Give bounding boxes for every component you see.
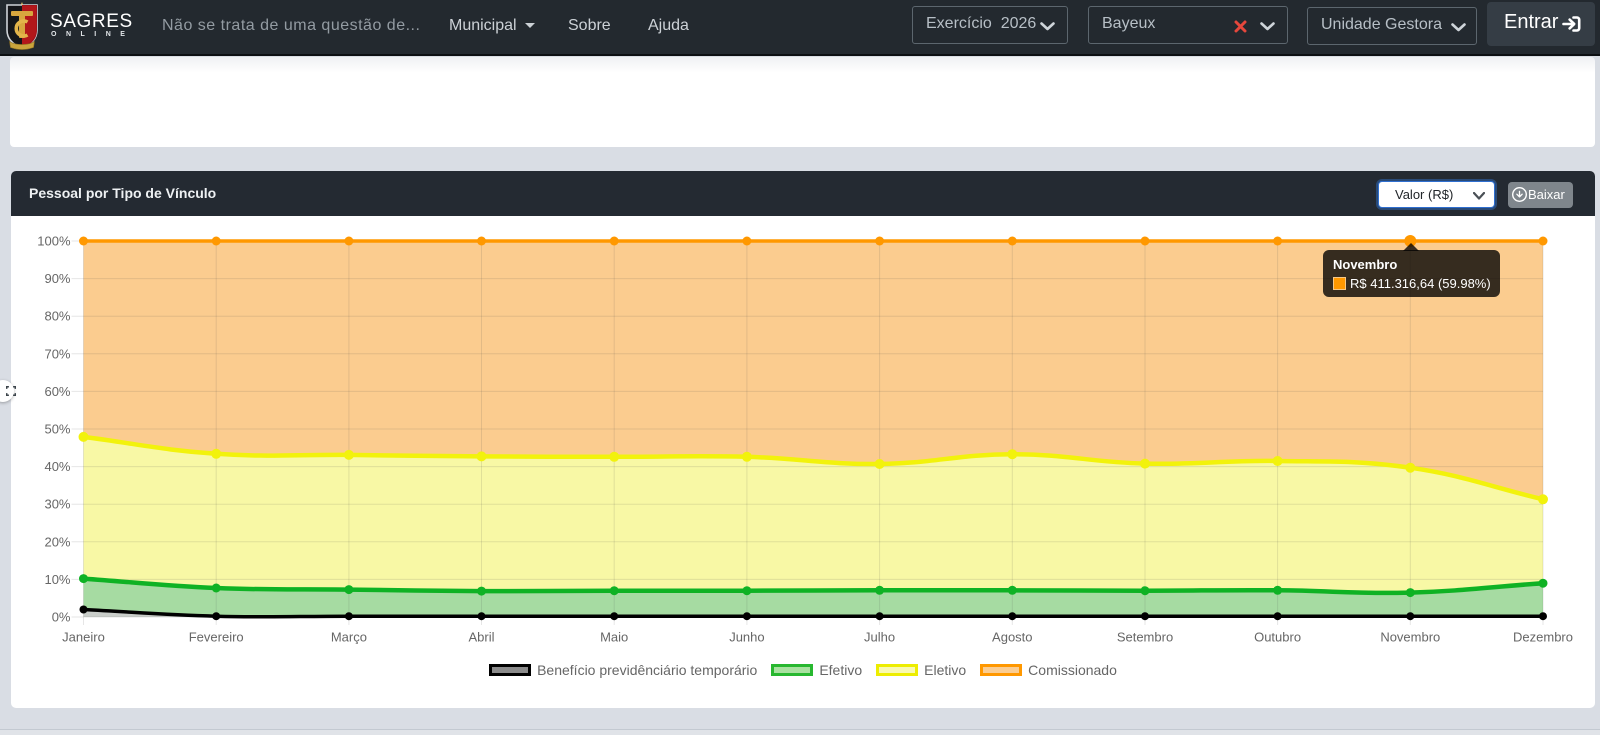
svg-text:20%: 20%	[44, 534, 70, 549]
svg-text:50%: 50%	[44, 422, 70, 437]
svg-text:90%: 90%	[44, 271, 70, 286]
svg-text:Janeiro: Janeiro	[62, 630, 105, 645]
svg-text:100%: 100%	[37, 234, 71, 249]
svg-text:Agosto: Agosto	[992, 630, 1032, 645]
svg-text:Junho: Junho	[729, 630, 764, 645]
svg-text:60%: 60%	[44, 384, 70, 399]
svg-text:Março: Março	[331, 630, 367, 645]
svg-text:30%: 30%	[44, 497, 70, 512]
svg-text:40%: 40%	[44, 459, 70, 474]
svg-text:Fevereiro: Fevereiro	[189, 630, 244, 645]
svg-text:Setembro: Setembro	[1117, 630, 1173, 645]
svg-text:Outubro: Outubro	[1254, 630, 1301, 645]
svg-text:10%: 10%	[44, 572, 70, 587]
svg-text:Dezembro: Dezembro	[1513, 630, 1573, 645]
svg-text:Julho: Julho	[864, 630, 895, 645]
svg-text:Novembro: Novembro	[1380, 630, 1440, 645]
svg-text:80%: 80%	[44, 309, 70, 324]
svg-text:Abril: Abril	[468, 630, 494, 645]
svg-text:70%: 70%	[44, 346, 70, 361]
svg-text:0%: 0%	[52, 610, 71, 625]
svg-text:Maio: Maio	[600, 630, 628, 645]
